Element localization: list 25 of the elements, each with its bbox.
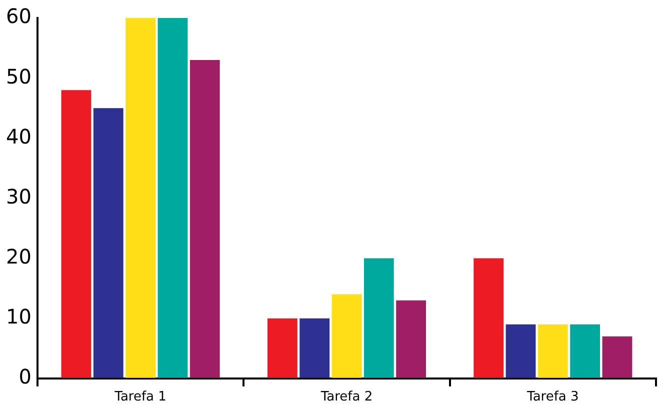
y-tick-label: 20 [6,244,32,268]
bar [332,294,362,378]
x-tick-label: Tarefa 3 [526,390,579,405]
y-tick-label: 30 [6,184,32,208]
y-tick-label: 60 [6,4,32,28]
bar [126,18,156,378]
x-tick-label: Tarefa 2 [320,390,373,405]
y-tick-label: 50 [6,64,32,88]
bar [570,324,600,378]
bar [506,324,536,378]
y-tick-label: 10 [6,304,32,329]
x-tick-label: Tarefa 1 [114,390,166,405]
bar [602,336,632,378]
bar [158,18,188,378]
y-tick-label: 40 [6,124,32,148]
bar [474,258,504,378]
bar [396,300,426,378]
bar [538,324,568,378]
y-tick-label: 0 [18,364,32,389]
bar [61,90,92,378]
bar [93,108,124,378]
bar [190,60,220,378]
bar [364,258,394,378]
bar [300,318,330,378]
bar [267,318,298,378]
